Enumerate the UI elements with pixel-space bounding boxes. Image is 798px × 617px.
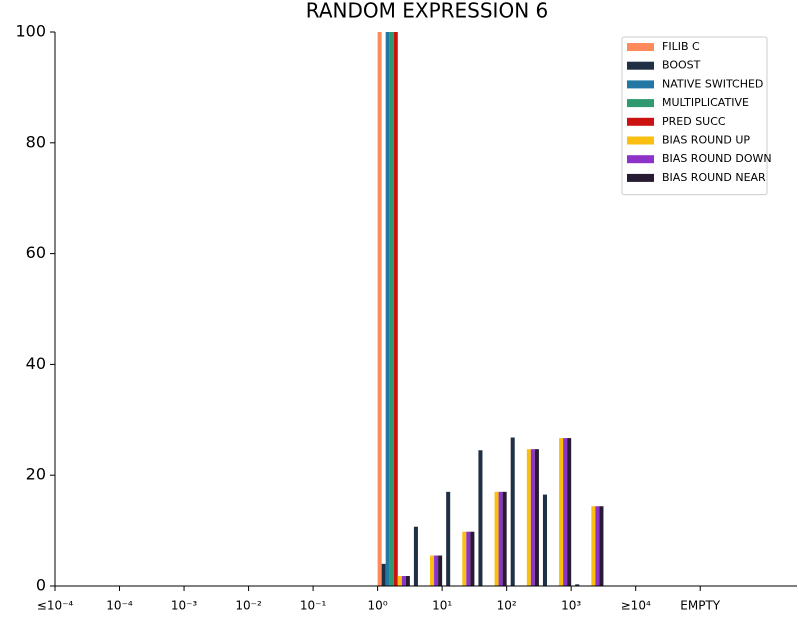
y-tick-label: 0	[36, 576, 46, 595]
bar	[385, 32, 390, 586]
y-tick-label: 40	[26, 354, 46, 373]
bar	[530, 449, 535, 586]
x-tick-label: 10⁻²	[235, 599, 262, 613]
bar	[434, 555, 439, 586]
bar	[438, 555, 443, 586]
bar	[502, 491, 507, 586]
x-tick-label: ≤10⁻⁴	[37, 599, 74, 613]
chart-title: RANDOM EXPRESSION 6	[306, 0, 549, 23]
bar	[595, 506, 600, 586]
x-tick-label: 10⁰	[368, 599, 388, 613]
x-tick-label: 10¹	[432, 599, 452, 613]
y-tick-label: 100	[15, 22, 46, 41]
y-tick-label: 60	[26, 243, 46, 262]
bar	[413, 526, 418, 586]
bar	[575, 584, 580, 586]
bar	[381, 563, 386, 586]
bar	[498, 491, 503, 586]
bar	[526, 449, 531, 586]
legend-box	[621, 36, 768, 196]
legend-label: NATIVE SWITCHED	[662, 77, 763, 90]
bar	[466, 531, 471, 586]
bar	[559, 438, 564, 586]
bar	[542, 494, 547, 586]
x-tick-label: 10⁻¹	[300, 599, 327, 613]
x-tick-label: 10³	[561, 599, 581, 613]
bar	[430, 555, 435, 586]
legend-swatch	[627, 155, 654, 164]
x-tick-label: ≥10⁴	[621, 599, 651, 613]
x-tick-label: EMPTY	[680, 599, 721, 613]
legend-swatch	[627, 43, 654, 51]
bar	[393, 32, 398, 586]
bar	[389, 32, 394, 586]
legend-label: FILIB C	[662, 40, 700, 53]
legend-swatch	[627, 173, 654, 182]
legend-label: BIAS ROUND UP	[662, 134, 750, 147]
bar	[478, 450, 483, 586]
y-tick-label: 20	[26, 465, 46, 484]
legend-label: MULTIPLICATIVE	[662, 96, 749, 109]
legend-label: BIAS ROUND DOWN	[662, 152, 772, 165]
legend-label: BIAS ROUND NEAR	[662, 171, 766, 184]
bar	[377, 32, 382, 586]
y-tick-label: 80	[26, 132, 46, 151]
legend-swatch	[627, 117, 654, 126]
bar	[534, 449, 539, 586]
bar	[405, 576, 410, 586]
bar	[567, 438, 572, 586]
bar	[591, 506, 596, 586]
bar	[446, 491, 451, 586]
bar	[510, 437, 515, 586]
legend-swatch	[627, 80, 654, 89]
bar	[599, 506, 604, 586]
legend-label: PRED SUCC	[662, 115, 726, 128]
bar	[462, 531, 467, 586]
legend-label: BOOST	[662, 59, 701, 72]
bar	[470, 531, 475, 586]
bar	[563, 438, 568, 586]
bar	[397, 576, 402, 586]
legend-swatch	[627, 136, 654, 145]
x-tick-label: 10⁻³	[171, 599, 198, 613]
x-tick-label: 10²	[497, 599, 517, 613]
bar	[494, 491, 499, 586]
x-tick-label: 10⁻⁴	[106, 599, 133, 613]
legend-swatch	[627, 99, 654, 108]
legend-swatch	[627, 61, 654, 70]
bar	[401, 576, 406, 586]
